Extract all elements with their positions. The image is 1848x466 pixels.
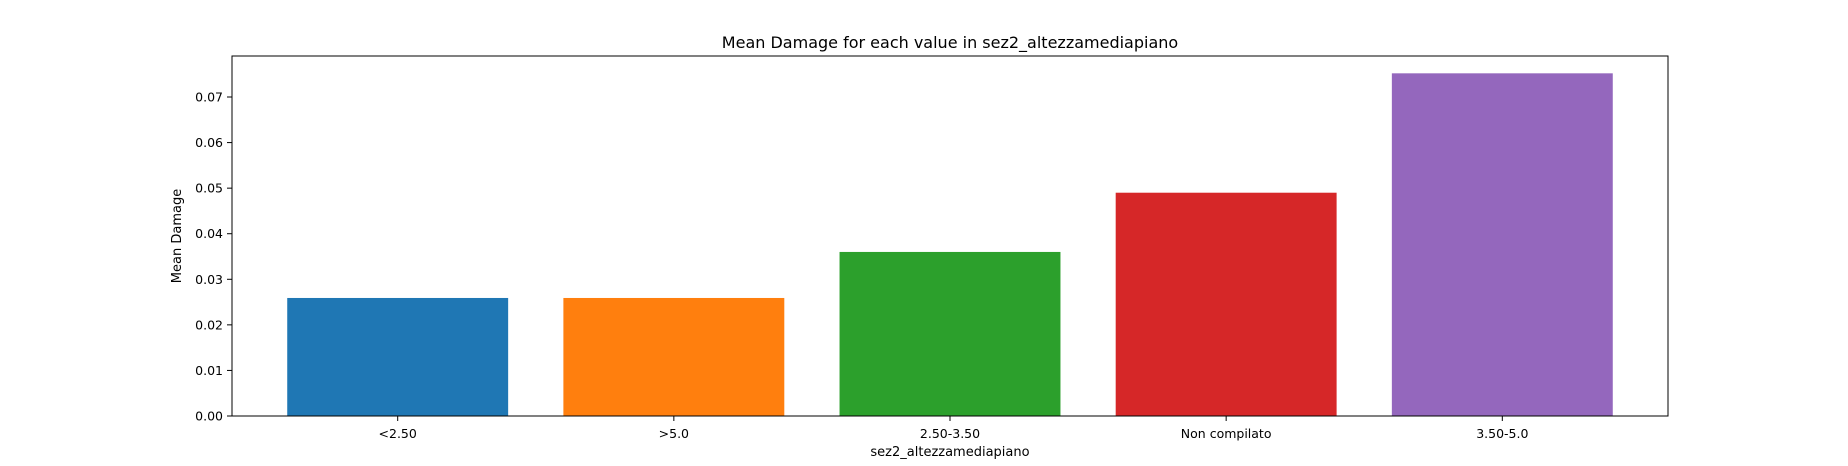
y-axis: 0.00 0.01 0.02 0.03 0.04 0.05 0.06 0.07 [195, 90, 232, 424]
y-tick-label: 0.04 [195, 226, 223, 241]
y-tick-label: 0.05 [195, 181, 223, 196]
x-axis: <2.50 >5.0 2.50-3.50 Non compilato 3.50-5.0 [379, 416, 1528, 441]
x-axis-label: sez2_altezzamediapiano [870, 445, 1029, 460]
chart-title: Mean Damage for each value in sez2_altez… [722, 33, 1178, 53]
x-tick-label: <2.50 [379, 426, 417, 441]
bar-3-50-5-0 [1391, 73, 1613, 416]
x-tick-label: 3.50-5.0 [1476, 426, 1528, 441]
bar-non-compilato [1115, 192, 1337, 416]
y-tick-label: 0.01 [195, 363, 223, 378]
y-tick-label: 0.06 [195, 135, 223, 150]
x-tick-label: Non compilato [1181, 426, 1272, 441]
y-tick-label: 0.07 [195, 90, 223, 105]
y-axis-label: Mean Damage [170, 189, 185, 283]
bar-5-0 [563, 297, 785, 416]
y-tick-label: 0.03 [195, 272, 223, 287]
y-tick-label: 0.00 [195, 409, 223, 424]
y-tick-label: 0.02 [195, 317, 223, 332]
bar-2-50-3-50 [839, 251, 1061, 416]
plot-frame [231, 55, 1669, 417]
bars-layer [287, 73, 1613, 416]
bar-2-50 [287, 297, 509, 416]
x-tick-label: 2.50-3.50 [920, 426, 980, 441]
x-tick-label: >5.0 [659, 426, 689, 441]
